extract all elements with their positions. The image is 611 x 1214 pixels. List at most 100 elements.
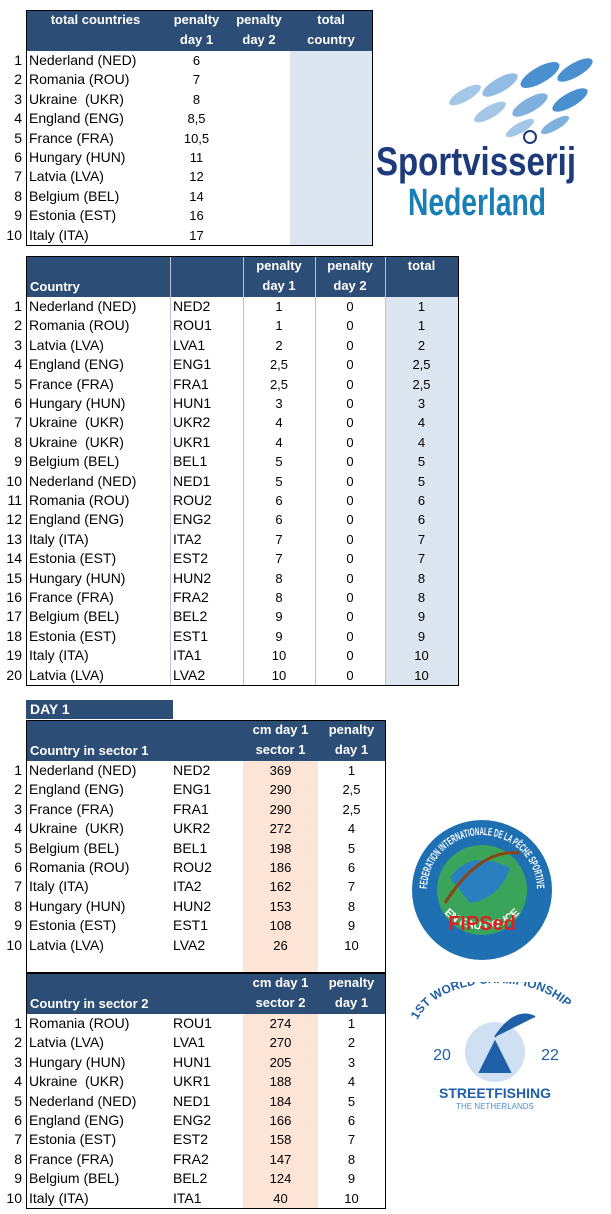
table-cell: UKR2 [173,820,211,837]
row-number: 13 [6,530,22,547]
row-number: 2 [14,317,22,334]
row-number: 3 [14,90,22,107]
table-cell: Belgium (BEL) [29,187,120,204]
fips-rod [443,851,521,904]
row-number: 11 [7,492,22,508]
row-number: 4 [14,356,22,373]
table-cell: NED1 [173,1092,211,1109]
table-cell: Estonia (EST) [29,550,117,567]
row-number: 9 [14,1170,22,1187]
table-cell: 10 [344,937,359,953]
table-cell: 153 [269,898,292,914]
table-cell: 147 [269,1151,292,1167]
table-cell: Nederland (NED) [29,298,137,314]
table-cell: 9 [417,609,426,625]
table-cell: Estonia (EST) [29,207,117,224]
table-cell: 3 [275,396,283,411]
fips-logo: FEDERATION INTERNATIONALE DE LA PÊCHE SP… [412,820,552,960]
table-cell: 6 [417,493,426,508]
row-number: 8 [14,897,22,914]
table-cell: 10 [344,1190,359,1206]
row-number: 15 [6,569,22,586]
table-cell: 7 [347,1132,356,1148]
table-cell: Nederland (NED) [29,52,137,68]
table-cell: ROU1 [173,317,212,334]
table-cell: UKR2 [173,414,211,431]
column-header: penalty [236,12,282,27]
table-cell: Belgium (BEL) [29,1170,120,1187]
table-cell: 6 [417,512,426,528]
table-cell: 4 [275,415,283,431]
table-cell: LVA2 [173,936,206,953]
table-cell: ROU2 [173,859,212,875]
table-cell: FRA2 [173,589,209,605]
row-number: 2 [14,1034,22,1051]
table-cell: 0 [346,512,354,528]
table-cell: 186 [269,860,292,875]
table-cell: Romania (ROU) [29,492,130,508]
table-cell: 1 [417,299,426,314]
row-number: 12 [6,511,22,528]
fips-name: FIPSed [448,913,516,935]
table-cell: France (FRA) [29,129,114,146]
table-cell: 0 [346,337,354,353]
column-header: sector 2 [255,995,306,1010]
table-cell: Latvia (LVA) [29,336,104,353]
row-number: 10 [6,226,22,243]
table-cell: Hungary (HUN) [29,1053,126,1070]
table-cell: 162 [269,879,292,895]
table-cell: Ukraine (UKR) [29,414,124,431]
table-cell: EST1 [173,917,209,934]
table-cell: Belgium (BEL) [29,453,120,470]
table-cell: UKR1 [173,433,211,450]
row-number: 8 [14,433,22,450]
table-cell: 1 [417,318,426,334]
column-header: cm day 1 [252,722,309,737]
row-number: 8 [14,1150,22,1167]
table-cell: ENG1 [173,356,212,373]
table-border [26,973,386,1209]
table-cell: 0 [346,299,354,314]
table-cell: 4 [417,434,426,450]
table-cell: England (ENG) [29,356,124,373]
table-cell: ENG2 [173,511,212,528]
table-cell: 9 [275,628,283,644]
table-cell: 7 [275,531,283,547]
row-number: 10 [6,1189,22,1206]
table-cell: ITA1 [173,647,202,664]
table-cell: FRA1 [173,375,209,392]
table-cell: EST2 [173,550,209,567]
row-number: 18 [6,627,22,644]
row-number: 6 [14,1112,22,1128]
table-cell: Estonia (EST) [29,627,117,644]
table-cell: 8 [192,91,201,107]
table-cell: England (ENG) [29,1112,124,1128]
table-cell: NED2 [173,298,211,314]
column-header: penalty [256,258,302,273]
table-border [26,256,459,686]
column-fill [243,761,318,972]
table-cell: 8 [347,1151,356,1167]
column-header: total [317,12,345,27]
table-cell: England (ENG) [29,110,124,127]
row-number: 7 [14,1131,22,1148]
row-number: 1 [14,1015,22,1031]
table-cell: 10 [271,648,287,664]
table-cell: 7 [275,551,283,567]
table-cell: 8 [275,570,283,586]
row-number: 3 [14,1053,22,1070]
table-cell: NED1 [173,472,211,489]
table-cell: 188 [269,1074,292,1090]
table-cell: 0 [346,376,354,392]
table-cell: 10,5 [183,130,210,146]
column-header: cm day 1 [252,975,309,990]
table-cell: 0 [346,357,354,373]
row-number: 3 [14,336,22,353]
column-header: day 1 [334,742,369,757]
table-cell: 369 [269,763,292,778]
column-header: total countries [50,12,141,27]
column-header: day 1 [334,995,369,1010]
championship-logo: 1ST WORLD CHAMPIONSHIP 20 22 STREETFISHI… [408,982,575,1111]
table-cell: 6 [192,53,201,68]
row-number: 2 [14,71,22,88]
